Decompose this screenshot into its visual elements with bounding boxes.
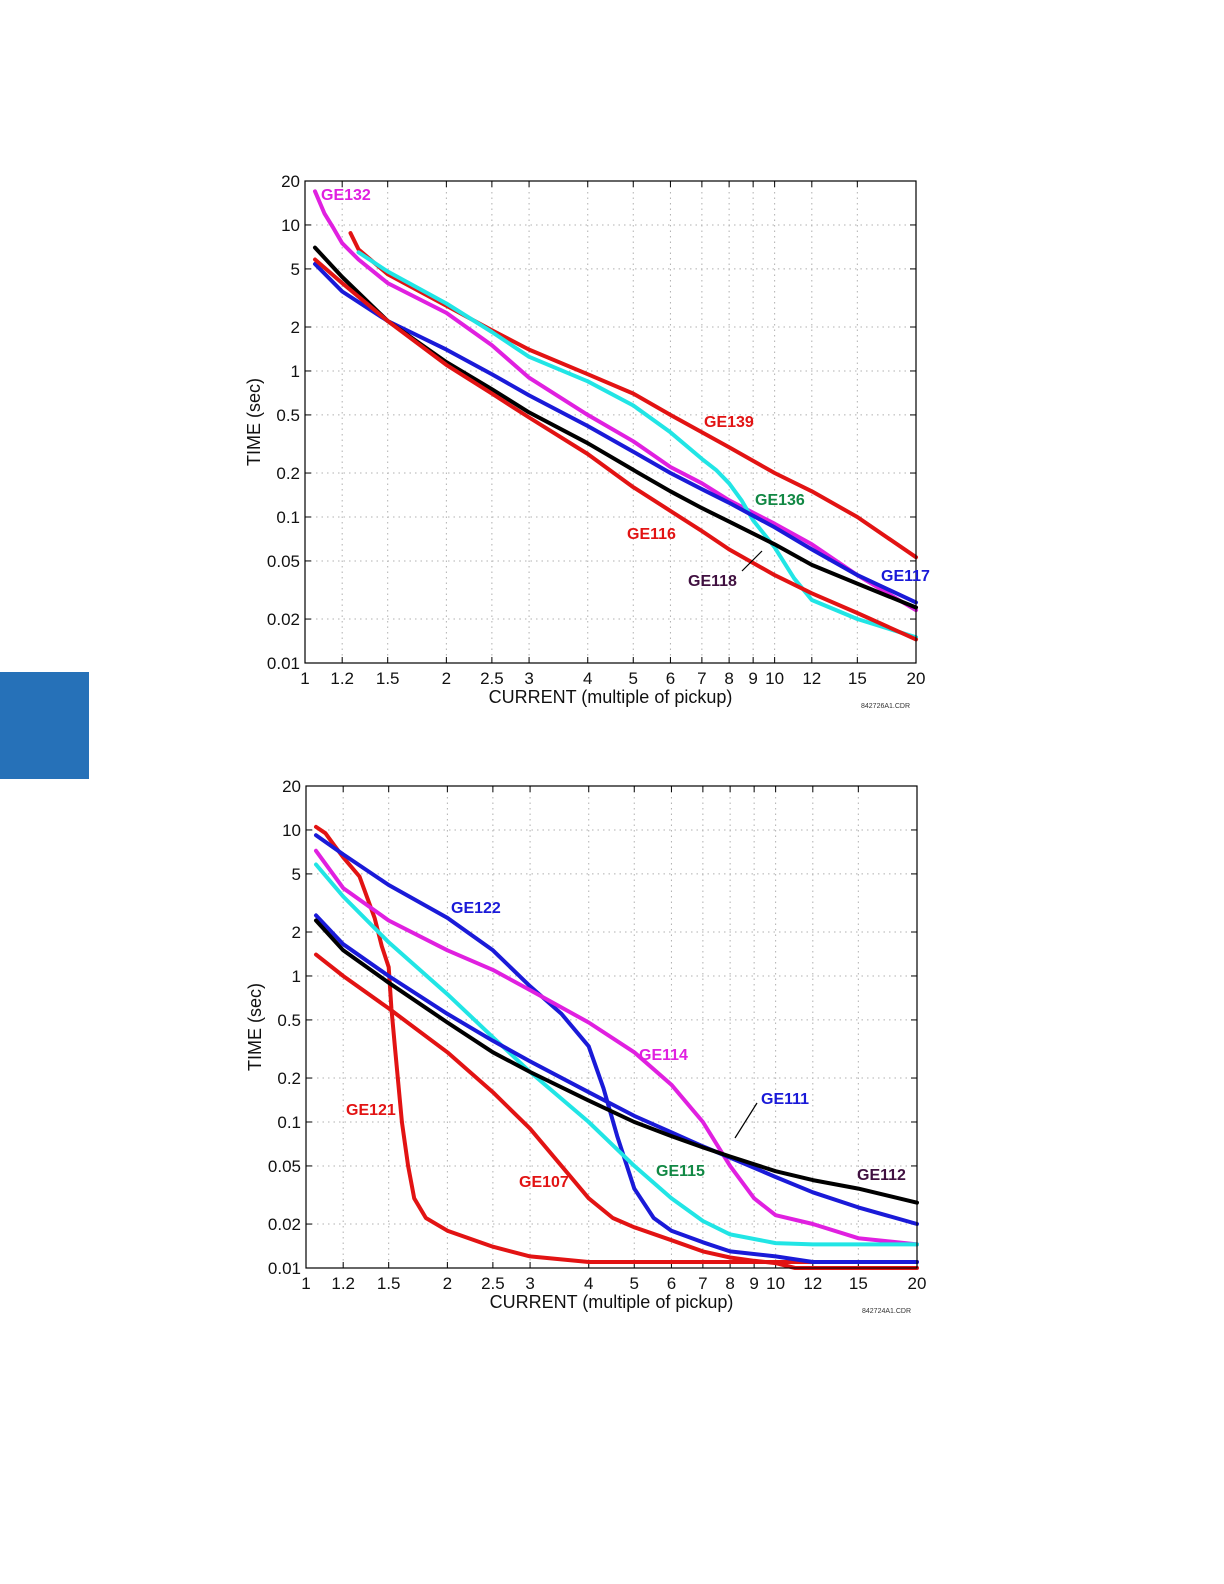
x-tick-label: 12 xyxy=(803,1274,822,1293)
chapter-tab xyxy=(0,672,89,779)
series-line-ge116 xyxy=(313,257,918,642)
curve-label-ge139: GE139 xyxy=(704,414,754,431)
series-line-ge117 xyxy=(313,262,918,605)
time-current-chart-top: 1 1.2 1.5 2 2.5 3 4 5 6 7 8 9 10 12 15 200.010.020.050.… xyxy=(244,172,930,710)
series-line-ge122 xyxy=(314,833,919,1264)
x-tick-label: 1 xyxy=(301,1274,310,1293)
curve-label-ge112: GE112 xyxy=(857,1167,906,1184)
y-tick-label: 5 xyxy=(291,260,300,279)
x-tick-label: 2.5 xyxy=(480,669,504,688)
y-tick-label: 1 xyxy=(291,362,300,381)
x-tick-label: 8 xyxy=(725,1274,734,1293)
x-tick-label: 7 xyxy=(697,669,706,688)
y-tick-label: 5 xyxy=(292,865,301,884)
series-line-ge115 xyxy=(314,862,919,1247)
x-tick-label: 15 xyxy=(849,1274,868,1293)
curve-label-ge136: GE136 xyxy=(755,492,805,509)
x-tick-label: 8 xyxy=(724,669,733,688)
y-axis-title: TIME (sec) xyxy=(245,983,265,1071)
curve-label-ge121: GE121 xyxy=(346,1102,396,1119)
x-tick-label: 7 xyxy=(698,1274,707,1293)
plot-frame xyxy=(304,180,917,664)
x-tick-label: 10 xyxy=(766,1274,785,1293)
x-tick-label: 1.5 xyxy=(377,1274,401,1293)
y-axis-title: TIME (sec) xyxy=(244,378,264,466)
x-tick-label: 1.2 xyxy=(331,1274,355,1293)
curve-label-ge117: GE117 xyxy=(881,568,930,585)
y-tick-label: 0.01 xyxy=(268,1259,301,1278)
drawing-code: 842726A1.CDR xyxy=(861,703,910,710)
y-tick-label: 0.5 xyxy=(276,406,300,425)
x-axis-title: CURRENT (multiple of pickup) xyxy=(489,687,733,707)
x-tick-label: 15 xyxy=(848,669,867,688)
x-tick-label: 1 xyxy=(300,669,309,688)
y-tick-label: 0.02 xyxy=(267,610,300,629)
x-tick-label: 4 xyxy=(584,1274,593,1293)
x-tick-label: 3 xyxy=(524,669,533,688)
time-current-chart-bottom: 1 1.2 1.5 2 2.5 3 4 5 6 7 8 9 10 12 15 200.010.020.050.… xyxy=(245,777,927,1315)
y-tick-label: 0.2 xyxy=(277,1069,301,1088)
y-tick-label: 0.5 xyxy=(277,1011,301,1030)
label-leader-line xyxy=(741,550,763,572)
x-tick-label: 2 xyxy=(442,669,451,688)
x-axis-title: CURRENT (multiple of pickup) xyxy=(490,1292,734,1312)
x-tick-label: 2 xyxy=(443,1274,452,1293)
label-leader-line xyxy=(734,1102,758,1139)
y-tick-label: 0.2 xyxy=(276,464,300,483)
x-tick-label: 1.2 xyxy=(330,669,354,688)
series-line-ge136 xyxy=(356,250,918,640)
curve-label-ge116: GE116 xyxy=(627,526,676,543)
y-tick-label: 20 xyxy=(281,172,300,191)
x-tick-label: 6 xyxy=(666,669,675,688)
y-tick-label: 2 xyxy=(291,318,300,337)
y-tick-label: 0.01 xyxy=(267,654,300,673)
x-tick-label: 20 xyxy=(907,669,926,688)
x-tick-label: 9 xyxy=(749,1274,758,1293)
y-tick-label: 20 xyxy=(282,777,301,796)
y-tick-label: 2 xyxy=(292,923,301,942)
x-tick-label: 12 xyxy=(802,669,821,688)
x-tick-label: 5 xyxy=(630,1274,639,1293)
x-tick-label: 3 xyxy=(525,1274,534,1293)
series-line-ge121 xyxy=(314,824,919,1264)
series-line-ge112 xyxy=(314,918,919,1205)
y-tick-label: 0.1 xyxy=(276,508,300,527)
series-line-ge132 xyxy=(313,189,918,613)
x-tick-label: 2.5 xyxy=(481,1274,505,1293)
x-tick-label: 10 xyxy=(765,669,784,688)
curve-label-ge114: GE114 xyxy=(639,1047,688,1064)
y-tick-label: 10 xyxy=(282,821,301,840)
x-tick-label: 5 xyxy=(629,669,638,688)
drawing-code: 842724A1.CDR xyxy=(862,1308,911,1315)
curve-label-ge111: GE111 xyxy=(761,1091,809,1108)
curve-label-ge107: GE107 xyxy=(519,1174,569,1191)
curve-label-ge122: GE122 xyxy=(451,900,501,917)
x-tick-label: 4 xyxy=(583,669,592,688)
x-tick-label: 1.5 xyxy=(376,669,400,688)
x-tick-label: 6 xyxy=(667,1274,676,1293)
curve-label-ge118: GE118 xyxy=(688,573,737,590)
y-tick-label: 0.1 xyxy=(277,1113,301,1132)
y-tick-label: 0.05 xyxy=(268,1157,301,1176)
series-line-ge107 xyxy=(314,952,919,1270)
curve-label-ge132: GE132 xyxy=(321,187,371,204)
curve-label-ge115: GE115 xyxy=(656,1163,705,1180)
x-tick-label: 9 xyxy=(748,669,757,688)
x-tick-label: 20 xyxy=(908,1274,927,1293)
y-tick-label: 0.02 xyxy=(268,1215,301,1234)
series-line-ge114 xyxy=(314,848,919,1247)
series-line-ge139 xyxy=(348,231,918,560)
y-tick-label: 0.05 xyxy=(267,552,300,571)
y-tick-label: 10 xyxy=(281,216,300,235)
series-line-ge111 xyxy=(314,913,919,1226)
y-tick-label: 1 xyxy=(292,967,301,986)
plot-frame xyxy=(305,785,918,1269)
